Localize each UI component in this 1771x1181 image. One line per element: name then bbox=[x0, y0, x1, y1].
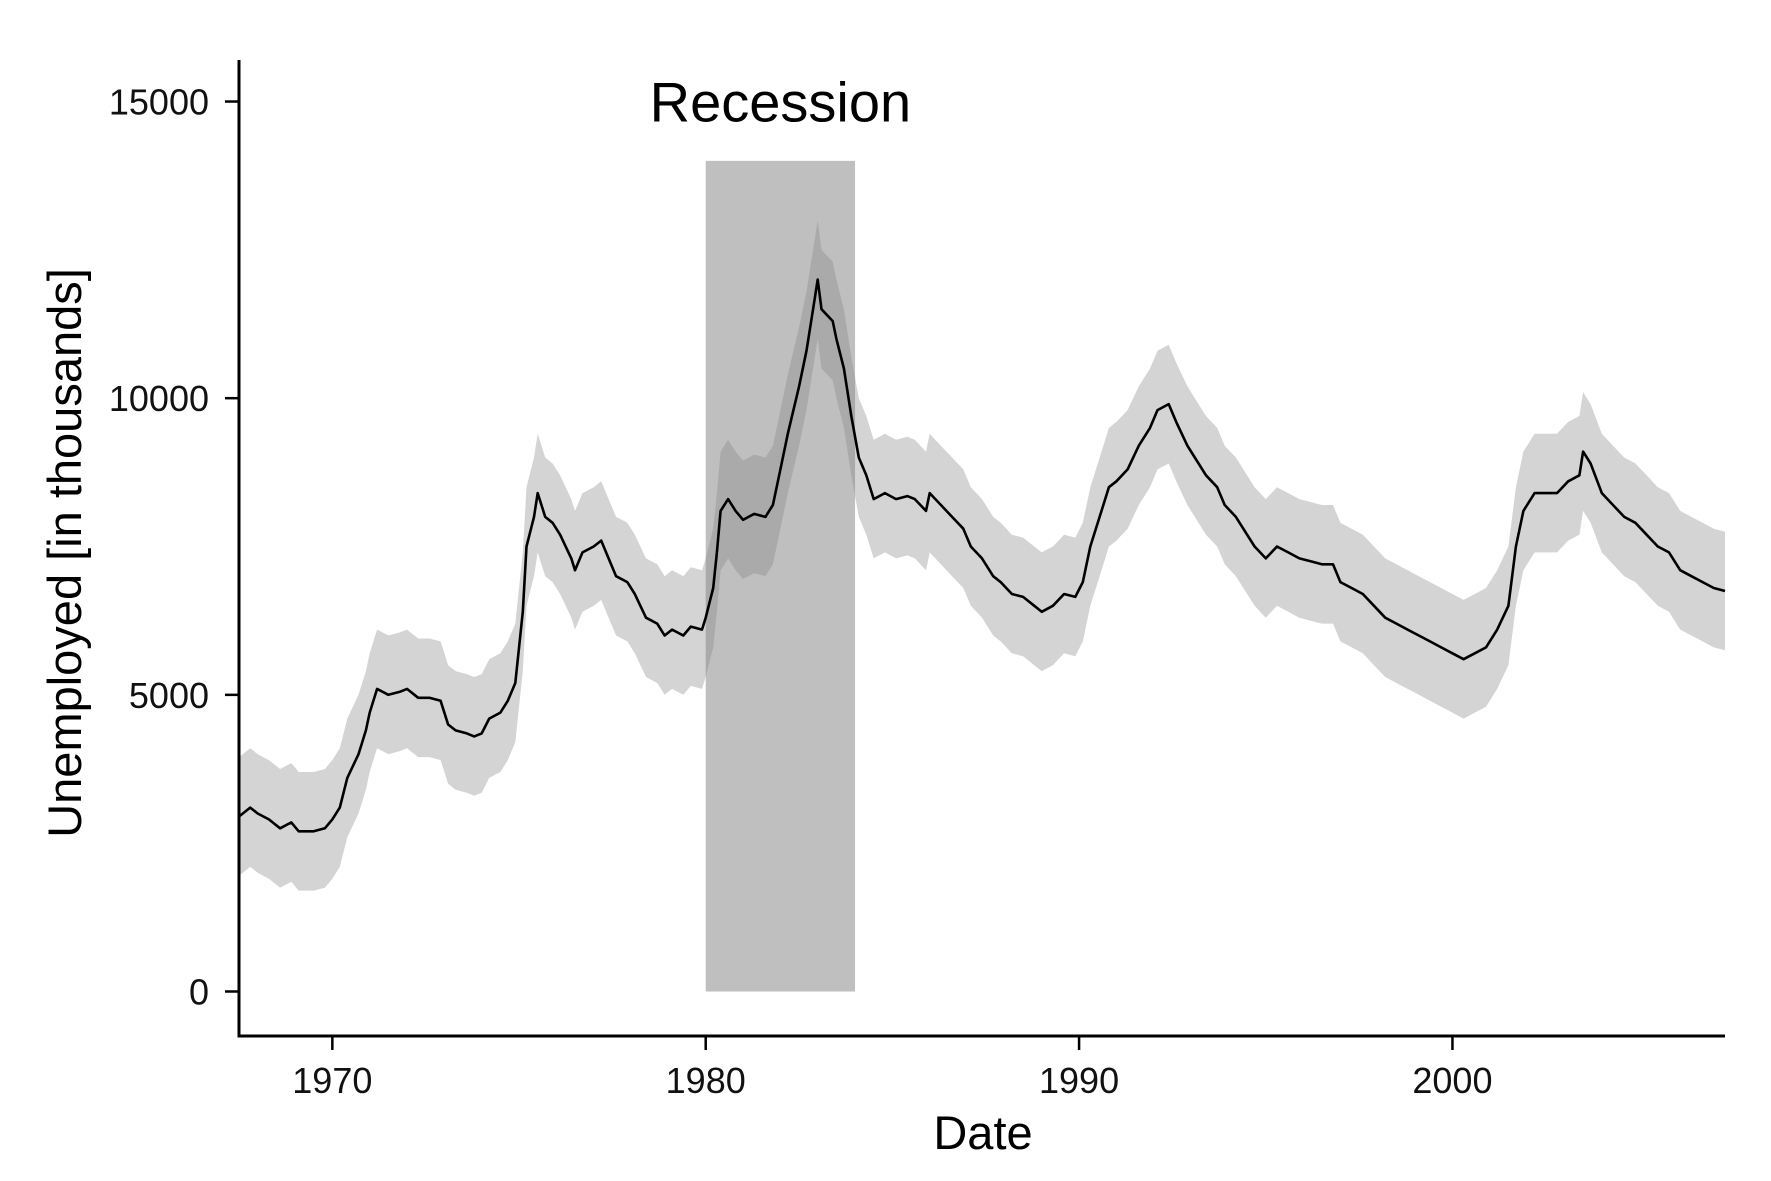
x-tick-label: 1980 bbox=[666, 1060, 746, 1101]
confidence-band bbox=[239, 220, 1725, 891]
recession-region-layer bbox=[705, 160, 856, 992]
y-tick-label: 10000 bbox=[109, 378, 209, 419]
y-tick-label: 5000 bbox=[129, 675, 209, 716]
series-line bbox=[238, 278, 1726, 833]
x-tick-label: 1970 bbox=[292, 1060, 372, 1101]
x-axis-title: Date bbox=[933, 1106, 1032, 1159]
x-tick-label: 1990 bbox=[1039, 1060, 1119, 1101]
recession-annotation: Recession bbox=[650, 71, 911, 134]
y-axis-title: Unemployed [in thousands] bbox=[38, 268, 91, 838]
x-tick-label: 2000 bbox=[1412, 1060, 1492, 1101]
axes: 0 5000 10000 15000 1970 1980 1990 2000 bbox=[109, 60, 1725, 1101]
series-line-layer bbox=[238, 278, 1726, 833]
recession-shaded-region bbox=[705, 160, 856, 992]
confidence-band-layer bbox=[239, 220, 1725, 891]
chart-text: Recession Date Unemployed [in thousands] bbox=[38, 71, 1033, 1159]
y-tick-label: 0 bbox=[189, 972, 209, 1013]
y-tick-label: 15000 bbox=[109, 82, 209, 123]
